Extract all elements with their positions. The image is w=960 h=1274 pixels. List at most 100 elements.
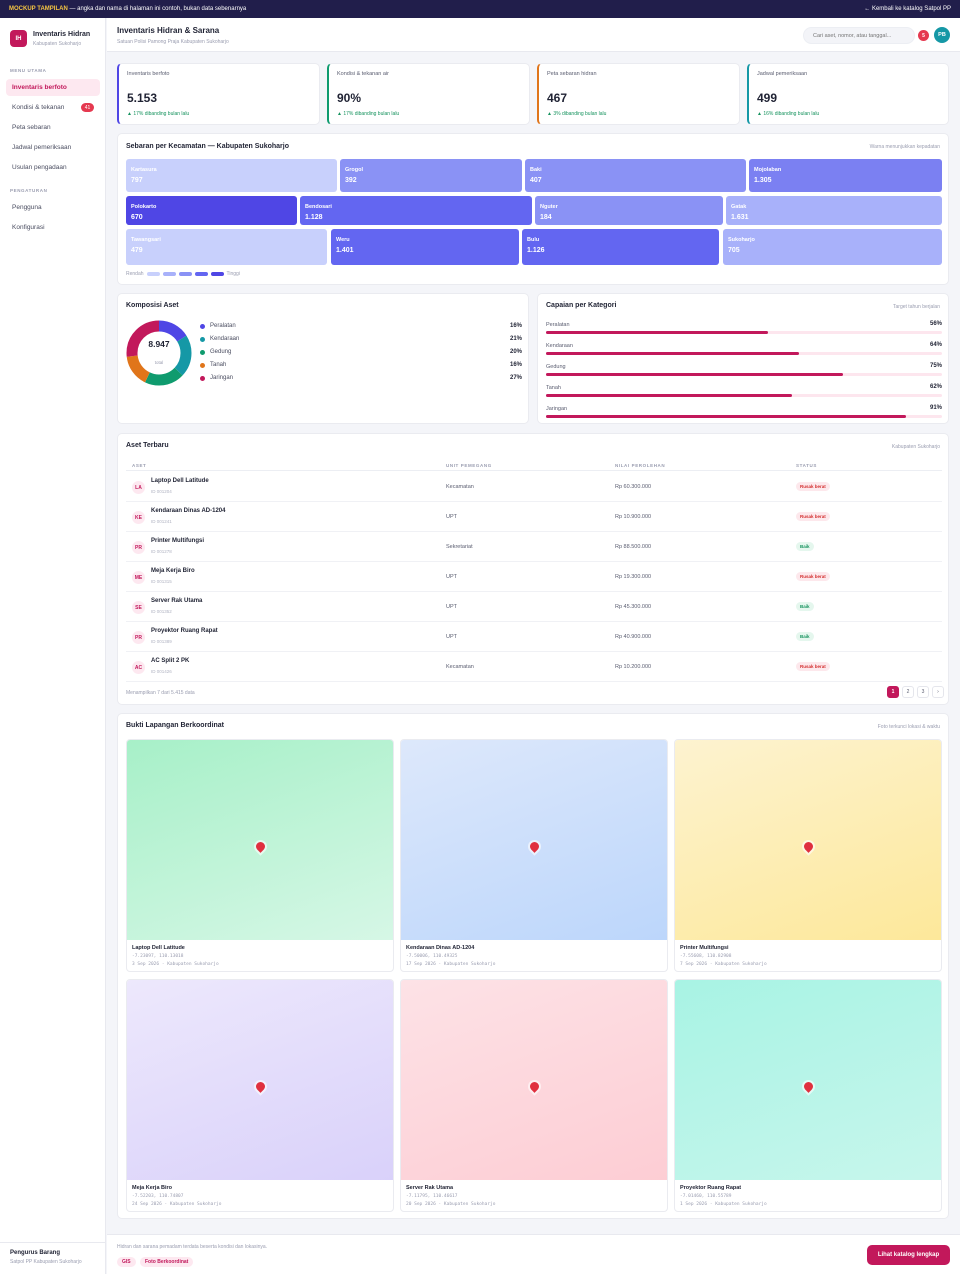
avatar[interactable]: PB (934, 27, 950, 43)
district-name: Kartasura (131, 167, 157, 173)
progress-label: Kendaraan (546, 343, 573, 349)
photo-coordinates: -7.11795, 110.46617 (406, 1194, 458, 1199)
notification-badge[interactable]: 5 (918, 30, 929, 41)
page-button-1[interactable]: 1 (887, 686, 899, 698)
next-page-button[interactable]: › (932, 686, 944, 698)
progress-percent: 64% (929, 342, 942, 348)
district-name: Weru (336, 237, 350, 243)
photo-caption: Kendaraan Dinas AD-1204 (406, 945, 475, 951)
evidence-photo-card[interactable]: Server Rak Utama -7.11795, 110.46617 20 Se… (400, 979, 668, 1212)
search-input[interactable] (803, 27, 915, 44)
asset-value: Rp 60.300.000 (615, 484, 652, 490)
district-name: Sukoharjo (728, 237, 755, 243)
stat-card-peta[interactable]: Peta sebaran hidran 467 ▲ 3% dibanding b… (537, 63, 740, 125)
progress-percent: 56% (929, 321, 942, 327)
brand[interactable]: IH Inventaris Hidran Kabupaten Sukoharjo (10, 30, 90, 47)
district-tile-bulu[interactable]: Bulu 1.126 (522, 229, 719, 265)
field-evidence-card: Bukti Lapangan Berkoordinat Foto terkunc… (117, 713, 949, 1219)
district-tile-gatak[interactable]: Gatak 1.631 (726, 196, 942, 225)
district-tile-bendosari[interactable]: Bendosari 1.128 (300, 196, 532, 225)
progress-row-peralatan: Peralatan 56% (546, 321, 942, 334)
district-name: Bendosari (305, 204, 332, 210)
evidence-title: Bukti Lapangan Berkoordinat (126, 722, 225, 729)
table-row[interactable]: PR Proyektor Ruang Rapat ID 001389 UPT Rp 40… (126, 622, 942, 652)
district-value: 1.126 (527, 247, 545, 254)
district-tile-kartasura[interactable]: Kartasura 797 (126, 159, 337, 192)
status-badge: Rusak berat (796, 512, 830, 521)
evidence-photo (675, 980, 941, 1180)
sidebar-item-kondisi[interactable]: Kondisi & tekanan 41 (6, 99, 100, 116)
table-row[interactable]: AC AC Split 2 PK ID 001426 Kecamatan Rp 10.2… (126, 652, 942, 682)
asset-unit: UPT (446, 574, 457, 580)
sidebar-item-konfigurasi[interactable]: Konfigurasi (6, 219, 100, 236)
table-row[interactable]: PR Printer Multifungsi ID 001278 Sekretaria… (126, 532, 942, 562)
district-name: Nguter (540, 204, 558, 210)
sidebar-item-peta[interactable]: Peta sebaran (6, 119, 100, 136)
legend-swatch (162, 272, 176, 276)
brand-title: Inventaris Hidran (33, 30, 91, 38)
stat-card-kondisi[interactable]: Kondisi & tekanan air 90% ▲ 17% dibandin… (327, 63, 530, 125)
sidebar-item-jadwal[interactable]: Jadwal pemeriksaan (6, 139, 100, 156)
district-tile-baki[interactable]: Baki 407 (525, 159, 746, 192)
photo-meta: 24 Sep 2026 · Kabupaten Sukoharjo (132, 1202, 222, 1207)
asset-initials: PR (132, 631, 145, 644)
stat-card-inventaris[interactable]: Inventaris berfoto 5.153 ▲ 17% dibanding… (117, 63, 320, 125)
evidence-photo (401, 980, 667, 1180)
district-tile-tawangsari[interactable]: Tawangsari 479 (126, 229, 327, 265)
page-button-3[interactable]: 3 (917, 686, 929, 698)
sidebar-item-inventaris[interactable]: Inventaris berfoto (6, 79, 100, 96)
evidence-note: Foto terkunci lokasi & waktu (877, 724, 940, 730)
kondisi-count-badge: 41 (81, 103, 94, 112)
composition-donut-chart (126, 320, 192, 386)
sidebar-user[interactable]: Pengurus Barang Satpol PP Kabupaten Suko… (0, 1242, 106, 1274)
legend-percent: 16% (509, 323, 522, 329)
legend-swatch (178, 272, 192, 276)
table-row[interactable]: LA Laptop Dell Latitude ID 001204 Kecamatan… (126, 472, 942, 502)
asset-name: Laptop Dell Latitude (151, 478, 209, 484)
district-value: 1.401 (336, 247, 354, 254)
evidence-photo-card[interactable]: Proyektor Ruang Rapat -7.01460, 110.55789… (674, 979, 942, 1212)
asset-unit: UPT (446, 634, 457, 640)
district-tile-nguter[interactable]: Nguter 184 (535, 196, 723, 225)
progress-label: Jaringan (546, 406, 568, 412)
legend-low-label: Rendah (126, 271, 144, 277)
asset-initials: SE (132, 601, 145, 614)
composition-title: Komposisi Aset (126, 302, 179, 309)
recent-assets-card: Aset Terbaru Kabupaten Sukoharjo ASET UN… (117, 433, 949, 705)
evidence-photo-card[interactable]: Kendaraan Dinas AD-1204 -7.50006, 110.493… (400, 739, 668, 972)
photo-coordinates: -7.50006, 110.49325 (406, 954, 458, 959)
table-title: Aset Terbaru (126, 442, 169, 449)
table-row[interactable]: ME Meja Kerja Biro ID 001315 UPT Rp 19.300.0… (126, 562, 942, 592)
district-tile-sukoharjo[interactable]: Sukoharjo 705 (723, 229, 942, 265)
progress-track (546, 352, 942, 355)
table-row[interactable]: SE Server Rak Utama ID 001352 UPT Rp 45.300.… (126, 592, 942, 622)
district-value: 797 (131, 177, 143, 184)
sidebar: IH Inventaris Hidran Kabupaten Sukoharjo… (0, 18, 106, 1274)
view-catalog-button[interactable]: Lihat katalog lengkap (867, 1245, 950, 1265)
sidebar-item-usulan[interactable]: Usulan pengadaan (6, 159, 100, 176)
back-to-catalog-link[interactable]: ← Kembali ke katalog Satpol PP (864, 6, 951, 12)
page-button-2[interactable]: 2 (902, 686, 914, 698)
photo-coordinates: -7.01460, 110.55789 (680, 1194, 732, 1199)
column-header-status: STATUS (796, 463, 817, 468)
district-name: Grogol (345, 167, 364, 173)
district-tile-weru[interactable]: Weru 1.401 (331, 229, 519, 265)
evidence-photo-card[interactable]: Meja Kerja Biro -7.52203, 110.74807 24 Sep… (126, 979, 394, 1212)
district-name: Tawangsari (131, 237, 161, 243)
district-tile-mojolaban[interactable]: Mojolaban 1.305 (749, 159, 942, 192)
stat-card-jadwal[interactable]: Jadwal pemeriksaan 499 ▲ 16% dibanding b… (747, 63, 949, 125)
stat-label: Kondisi & tekanan air (337, 71, 389, 77)
progress-row-gedung: Gedung 75% (546, 363, 942, 376)
sidebar-item-pengguna[interactable]: Pengguna (6, 199, 100, 216)
evidence-photo-card[interactable]: Laptop Dell Latitude -7.23097, 110.13018 3… (126, 739, 394, 972)
progress-row-kendaraan: Kendaraan 64% (546, 342, 942, 355)
district-tile-polokarto[interactable]: Polokarto 670 (126, 196, 297, 225)
district-tile-grogol[interactable]: Grogol 392 (340, 159, 522, 192)
location-pin-icon (528, 1080, 541, 1093)
status-badge: Rusak berat (796, 572, 830, 581)
evidence-photo-card[interactable]: Printer Multifungsi -7.55608, 110.82908 7 … (674, 739, 942, 972)
asset-unit: Kecamatan (446, 664, 474, 670)
table-row[interactable]: KE Kendaraan Dinas AD-1204 ID 001241 UPT Rp … (126, 502, 942, 532)
progress-row-jaringan: Jaringan 91% (546, 405, 942, 418)
progress-label: Tanah (546, 385, 561, 391)
